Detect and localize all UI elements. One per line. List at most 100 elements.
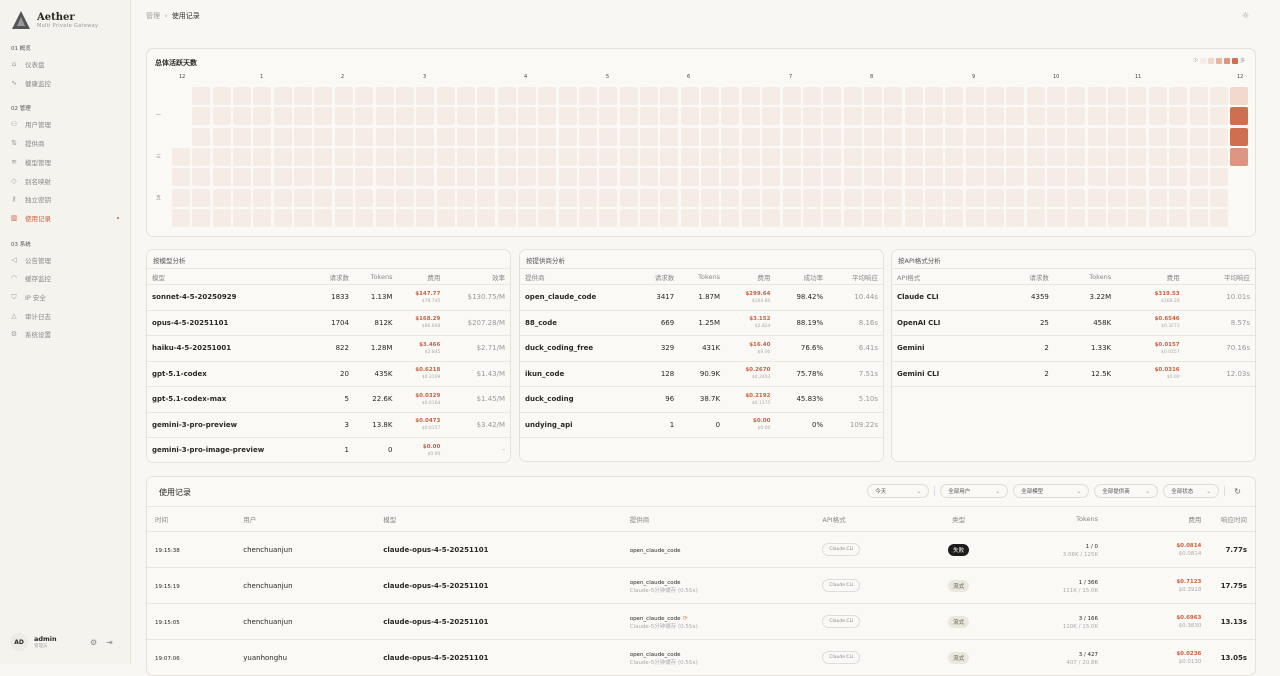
heatmap-cell[interactable]: [253, 127, 272, 146]
heatmap-cell[interactable]: [314, 168, 333, 187]
heatmap-cell[interactable]: [863, 127, 882, 146]
heatmap-cell[interactable]: [334, 209, 353, 228]
heatmap-cell[interactable]: [680, 107, 699, 126]
heatmap-cell[interactable]: [1169, 87, 1188, 105]
heatmap-cell[interactable]: [1230, 107, 1249, 126]
heatmap-cell[interactable]: [640, 209, 659, 228]
table-row[interactable]: duck_coding 96 38.7K $0.2192 $0.1175 45.83% 5.…: [520, 386, 883, 413]
heatmap-cell[interactable]: [294, 168, 313, 187]
table-row[interactable]: haiku-4-5-20251001 822 1.28M $3.466 $2.845 $2…: [147, 335, 510, 362]
heatmap-cell[interactable]: [884, 107, 903, 126]
heatmap-cell[interactable]: [1026, 168, 1045, 187]
heatmap-cell[interactable]: [599, 168, 618, 187]
heatmap-cell[interactable]: [762, 209, 781, 228]
heatmap-cell[interactable]: [416, 87, 435, 105]
heatmap-cell[interactable]: [945, 107, 964, 126]
heatmap-cell[interactable]: [558, 188, 577, 207]
table-row[interactable]: open_claude_code 3417 1.87M $299.64 $164.80 9…: [520, 284, 883, 311]
heatmap-cell[interactable]: [721, 127, 740, 146]
heatmap-cell[interactable]: [436, 148, 455, 167]
heatmap-cell[interactable]: [721, 209, 740, 228]
heatmap-cell[interactable]: [802, 209, 821, 228]
heatmap-cell[interactable]: [212, 188, 231, 207]
heatmap-cell[interactable]: [477, 209, 496, 228]
heatmap-cell[interactable]: [640, 107, 659, 126]
heatmap-cell[interactable]: [497, 148, 516, 167]
heatmap-cell[interactable]: [843, 127, 862, 146]
heatmap-cell[interactable]: [273, 107, 292, 126]
heatmap-cell[interactable]: [538, 107, 557, 126]
column-header[interactable]: 费用: [725, 268, 776, 285]
heatmap-cell[interactable]: [517, 209, 536, 228]
heatmap-cell[interactable]: [1026, 209, 1045, 228]
heatmap-cell[interactable]: [986, 127, 1004, 146]
heatmap-cell[interactable]: [558, 148, 577, 167]
heatmap-cell[interactable]: [721, 168, 740, 187]
heatmap-cell[interactable]: [599, 107, 618, 126]
heatmap-cell[interactable]: [802, 127, 821, 146]
heatmap-cell[interactable]: [741, 188, 760, 207]
heatmap-cell[interactable]: [1128, 209, 1147, 228]
heatmap-cell[interactable]: [1006, 127, 1025, 146]
heatmap-cell[interactable]: [355, 148, 374, 167]
heatmap-cell[interactable]: [517, 107, 536, 126]
heatmap-cell[interactable]: [233, 148, 252, 167]
heatmap-cell[interactable]: [986, 168, 1004, 187]
heatmap-cell[interactable]: [253, 188, 272, 207]
heatmap-cell[interactable]: [965, 168, 984, 187]
heatmap-cell[interactable]: [986, 87, 1004, 105]
column-header[interactable]: 请求数: [996, 268, 1054, 285]
heatmap-cell[interactable]: [782, 168, 801, 187]
heatmap-cell[interactable]: [436, 209, 455, 228]
table-row[interactable]: OpenAI CLI 25 458K $0.6546 $0.3273 8.57s: [892, 310, 1255, 336]
heatmap-cell[interactable]: [538, 87, 557, 105]
heatmap-cell[interactable]: [1230, 148, 1249, 167]
heatmap-cell[interactable]: [965, 148, 984, 167]
heatmap-cell[interactable]: [1006, 87, 1025, 105]
heatmap-cell[interactable]: [416, 209, 435, 228]
heatmap-cell[interactable]: [762, 188, 781, 207]
heatmap-cell[interactable]: [660, 127, 679, 146]
column-header[interactable]: 费用: [1106, 506, 1210, 532]
table-row[interactable]: sonnet-4-5-20250929 1833 1.13M $147.77 $78.7…: [147, 284, 510, 311]
heatmap-cell[interactable]: [192, 127, 211, 146]
heatmap-cell[interactable]: [680, 209, 699, 228]
heatmap-cell[interactable]: [233, 168, 252, 187]
heatmap-cell[interactable]: [273, 168, 292, 187]
heatmap-cell[interactable]: [660, 209, 679, 228]
heatmap-cell[interactable]: [721, 107, 740, 126]
heatmap-cell[interactable]: [619, 209, 638, 228]
heatmap-cell[interactable]: [192, 148, 211, 167]
column-header[interactable]: API格式: [814, 506, 928, 532]
heatmap-cell[interactable]: [721, 148, 740, 167]
heatmap-cell[interactable]: [599, 87, 618, 105]
sidebar-item[interactable]: ≋ 模型管理: [10, 155, 122, 169]
heatmap-cell[interactable]: [355, 107, 374, 126]
heatmap-cell[interactable]: [294, 107, 313, 126]
heatmap-cell[interactable]: [782, 148, 801, 167]
heatmap-cell[interactable]: [1087, 148, 1106, 167]
heatmap-cell[interactable]: [212, 87, 231, 105]
heatmap-cell[interactable]: [314, 87, 333, 105]
heatmap-cell[interactable]: [1006, 168, 1025, 187]
heatmap-cell[interactable]: [375, 127, 394, 146]
heatmap-cell[interactable]: [1067, 107, 1086, 126]
heatmap-cell[interactable]: [945, 168, 964, 187]
heatmap-cell[interactable]: [1108, 209, 1127, 228]
heatmap-cell[interactable]: [802, 168, 821, 187]
heatmap-cell[interactable]: [1067, 209, 1086, 228]
heatmap-cell[interactable]: [192, 87, 211, 105]
heatmap-cell[interactable]: [456, 127, 475, 146]
heatmap-cell[interactable]: [558, 209, 577, 228]
heatmap-cell[interactable]: [395, 107, 414, 126]
heatmap-cell[interactable]: [212, 107, 231, 126]
heatmap-cell[interactable]: [843, 148, 862, 167]
heatmap-cell[interactable]: [436, 168, 455, 187]
heatmap-cell[interactable]: [1209, 188, 1228, 207]
heatmap-cell[interactable]: [619, 107, 638, 126]
heatmap-cell[interactable]: [192, 209, 211, 228]
heatmap-cell[interactable]: [375, 168, 394, 187]
heatmap-cell[interactable]: [477, 168, 496, 187]
sidebar-item[interactable]: △ 审计日志: [10, 309, 122, 323]
heatmap-cell[interactable]: [497, 168, 516, 187]
